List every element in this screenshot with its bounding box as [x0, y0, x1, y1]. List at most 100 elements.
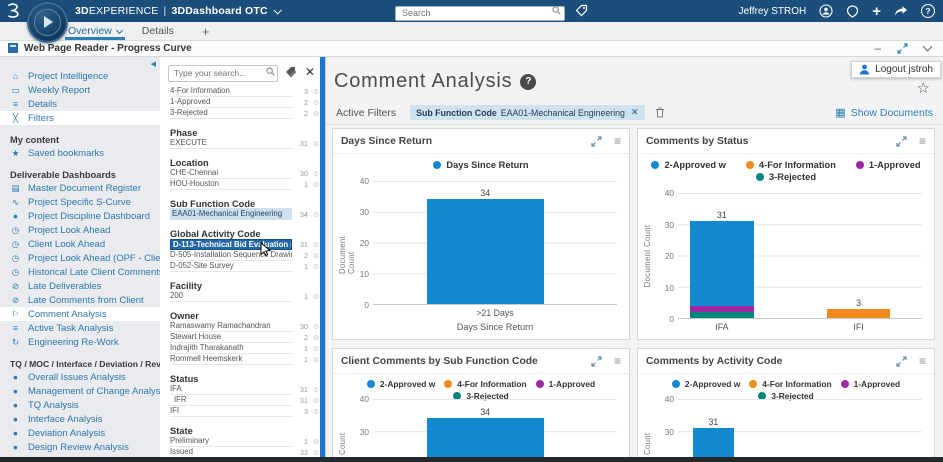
exclude-icon[interactable]: ⊘: [312, 97, 319, 107]
legend-item[interactable]: 2-Approved w: [366, 379, 435, 389]
legend-item[interactable]: 1-Approved: [535, 379, 595, 389]
exclude-icon[interactable]: ⊘: [312, 321, 319, 331]
filter-item[interactable]: Preliminary 1 ⊘: [170, 436, 319, 447]
filter-item[interactable]: IFI 3 ⊘: [170, 406, 319, 417]
sidebar-item-project-look-ahead-opf[interactable]: ◷Project Look Ahead (OPF - Client Status…: [11, 252, 160, 264]
filter-item[interactable]: Rommell Heemskerk 1 ⊘: [170, 354, 319, 365]
sidebar-item-management-of-change-analysis[interactable]: ● Management of Change Analysis: [0, 384, 160, 398]
filter-item-selected[interactable]: EAA01-Mechanical Engineering 34 ⊘: [170, 208, 319, 220]
legend-item[interactable]: 3-Rejected: [755, 172, 816, 182]
user-name[interactable]: Jeffrey STROH: [738, 5, 807, 17]
sidebar-item-historical-late-client-comments[interactable]: ◷ Historical Late Client Comments: [11, 266, 160, 278]
sidebar-item-saved-bookmarks[interactable]: ★ Saved bookmarks: [11, 147, 105, 159]
sidebar-item-interface-analysis[interactable]: ● Interface Analysis: [0, 412, 160, 426]
sidebar-item-project-look-ahead[interactable]: ◷ Project Look Ahead: [11, 224, 111, 236]
menu-icon[interactable]: ≡: [918, 134, 926, 148]
menu-icon[interactable]: ≡: [918, 354, 926, 368]
exclude-icon[interactable]: ⊘: [312, 436, 319, 446]
legend-item[interactable]: 2-Approved w: [671, 379, 740, 389]
sidebar-item-active-task-analysis[interactable]: ≡ Active Task Analysis: [0, 321, 160, 335]
filter-item[interactable]: 200 1 ⊘: [170, 291, 319, 302]
exclude-icon[interactable]: ⊘: [312, 138, 319, 148]
exclude-icon[interactable]: ⊘: [312, 179, 319, 189]
sidebar-item-overall-issues-analysis[interactable]: ● Overall Issues Analysis: [0, 370, 160, 384]
exclude-icon[interactable]: ⊘: [312, 332, 319, 342]
filter-item[interactable]: IFA 31 ⊘: [170, 384, 319, 395]
sidebar-item-deviation-analysis[interactable]: ● Deviation Analysis: [0, 426, 160, 440]
add-content-icon[interactable]: +: [872, 2, 881, 20]
tag-icon[interactable]: [575, 4, 588, 22]
menu-icon[interactable]: ≡: [613, 134, 621, 148]
bar-days-since-return[interactable]: [426, 199, 544, 304]
exclude-icon[interactable]: ⊘: [312, 108, 319, 118]
help-icon[interactable]: ?: [921, 4, 935, 18]
logout-button[interactable]: Logout jstroh: [851, 61, 941, 78]
widget-chevron-down-icon[interactable]: [922, 41, 933, 52]
app-switcher[interactable]: 3D EXPERIENCE | 3DDashboard OTC: [75, 0, 282, 22]
legend-item[interactable]: 1-Approved: [840, 379, 900, 389]
sidebar-item-late-deliverables[interactable]: ⊘ Late Deliverables: [11, 280, 102, 292]
exclude-icon[interactable]: ⊘: [312, 291, 319, 301]
exclude-icon[interactable]: ⊘: [312, 354, 319, 364]
exclude-icon[interactable]: ⊘: [312, 209, 319, 219]
sidebar-item-weekly-report[interactable]: ▭ Weekly Report: [11, 84, 91, 96]
sidebar-item-client-look-ahead[interactable]: ◷ Client Look Ahead: [11, 238, 106, 250]
clear-filters-trash-icon[interactable]: [655, 107, 665, 118]
filter-item[interactable]: 3-Rejected 2 ⊘: [170, 108, 319, 119]
filter-chip[interactable]: Sub Function Code EAA01-Mechanical Engin…: [410, 105, 645, 120]
profile-icon[interactable]: [819, 4, 833, 18]
maximize-icon[interactable]: [897, 42, 908, 54]
legend-item[interactable]: 4-For Information: [745, 160, 836, 170]
expand-icon[interactable]: [591, 355, 602, 367]
exclude-icon[interactable]: ⊘: [312, 239, 319, 249]
bar-approved-w[interactable]: [426, 418, 544, 457]
legend-item[interactable]: Days Since Return: [433, 160, 529, 170]
sidebar-item-late-comments-from-client[interactable]: ⊘ Late Comments from Client: [11, 294, 144, 306]
tab-overview[interactable]: Overview: [65, 22, 125, 40]
filter-item[interactable]: Stewart House 2 ⊘: [170, 332, 319, 343]
bar-approved[interactable]: [690, 305, 754, 312]
sidebar-item-comment-analysis[interactable]: ⚐ Comment Analysis: [0, 307, 160, 321]
sidebar-item-design-review-analysis[interactable]: ● Design Review Analysis: [0, 440, 160, 454]
filter-item[interactable]: Indrajith Tharakanath 1 ⊘: [170, 343, 319, 354]
bar-approved-w[interactable]: [690, 221, 754, 306]
collapse-sidebar-icon[interactable]: ◀: [150, 61, 156, 68]
filter-item[interactable]: D-505-Installation Sequence Drawings 2 ⊘: [170, 250, 319, 261]
bar-rejected[interactable]: [690, 311, 754, 318]
favorite-star-icon[interactable]: ☆: [916, 80, 930, 97]
minimize-icon[interactable]: –: [874, 41, 881, 55]
bar-approved-w[interactable]: [692, 428, 735, 457]
share-icon[interactable]: [894, 5, 908, 17]
exclude-icon[interactable]: ⊘: [312, 250, 319, 260]
sidebar-item-master-document-register[interactable]: ▤ Master Document Register: [11, 182, 141, 194]
expand-icon[interactable]: [896, 135, 907, 147]
exclude-icon[interactable]: ⊘: [312, 447, 319, 457]
search-input[interactable]: [395, 5, 565, 21]
sidebar-item-project-specific-s-curve[interactable]: ∿ Project Specific S-Curve: [11, 196, 131, 208]
notifications-icon[interactable]: [846, 4, 859, 18]
legend-item[interactable]: 2-Approved w: [651, 160, 726, 170]
legend-item[interactable]: 4-For Information: [749, 379, 832, 389]
legend-item[interactable]: 4-For Information: [444, 379, 527, 389]
exclude-icon[interactable]: ⊘: [312, 168, 319, 178]
exclude-icon[interactable]: ⊘: [312, 261, 319, 271]
tab-details[interactable]: Details: [141, 25, 174, 37]
scrollbar[interactable]: [320, 57, 325, 457]
filter-item[interactable]: 4-For Information 3 ⊘: [170, 86, 319, 97]
legend-item[interactable]: 3-Rejected: [453, 391, 509, 401]
exclude-icon[interactable]: ⊘: [312, 86, 319, 96]
sidebar-item-filters[interactable]: ╳ Filters: [0, 111, 160, 125]
filter-item[interactable]: Issued 33 ⊘: [170, 447, 319, 457]
filter-item[interactable]: IFR 31 ⊘: [170, 395, 319, 406]
add-tab-button[interactable]: +: [201, 23, 210, 39]
filter-item-hovered[interactable]: D-113-Technical Bid Evaluation (TBE)31⊘: [170, 238, 319, 250]
sidebar-item-tq-analysis[interactable]: ● TQ Analysis: [0, 398, 160, 412]
sidebar-item-project-discipline-dashboard[interactable]: ● Project Discipline Dashboard: [0, 209, 160, 223]
compass-icon[interactable]: [27, 2, 68, 43]
filter-item[interactable]: CHE-Chennai 30 ⊘: [170, 168, 319, 179]
remove-filter-icon[interactable]: ✕: [630, 107, 639, 117]
exclude-icon[interactable]: ⊘: [312, 343, 319, 353]
exclude-icon[interactable]: ⊘: [312, 384, 319, 394]
tags-icon[interactable]: [285, 66, 298, 79]
filter-search-input[interactable]: [168, 64, 278, 82]
